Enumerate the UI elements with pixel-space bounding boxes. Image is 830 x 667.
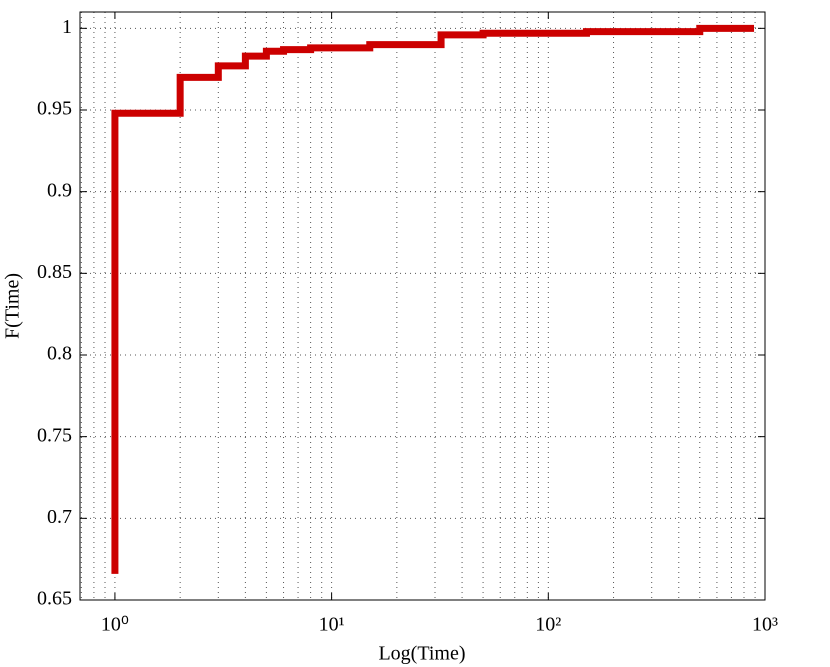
x-tick-label: 10¹ [319, 614, 345, 636]
plot-frame [79, 11, 766, 601]
x-tick-label: 10³ [752, 614, 778, 636]
y-tick-label: 0.65 [37, 588, 72, 610]
y-tick-label: 0.95 [37, 98, 72, 120]
y-tick-label: 0.85 [37, 261, 72, 283]
data-line [111, 24, 755, 574]
y-axis-label: F(Time) [2, 273, 24, 339]
x-tick-label: 10⁰ [101, 614, 129, 636]
y-tick-label: 0.75 [37, 424, 72, 446]
y-tick-label: 0.7 [47, 506, 72, 528]
y-tick-label: 0.8 [47, 343, 72, 365]
y-tick-label: 1 [62, 16, 72, 38]
x-axis-label: Log(Time) [378, 643, 465, 665]
x-tick-label: 10² [535, 614, 561, 636]
y-tick-label: 0.9 [47, 179, 72, 201]
